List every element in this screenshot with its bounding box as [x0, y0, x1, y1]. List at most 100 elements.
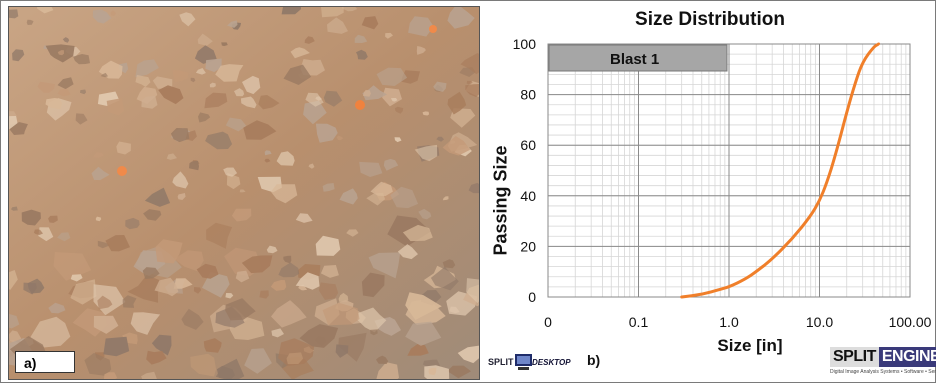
- y-tick-label: 100: [513, 36, 537, 52]
- logo-left-text-b: DESKTOP: [532, 358, 571, 367]
- rock-fragment: [244, 348, 272, 374]
- rock-fragment: [48, 215, 58, 223]
- monitor-icon: [515, 354, 532, 370]
- y-tick-label: 60: [520, 137, 536, 153]
- rock-fragment: [361, 16, 379, 30]
- rock-fragment: [206, 222, 233, 249]
- rock-muckpile-image: [9, 7, 479, 379]
- rock-fragment: [418, 208, 432, 220]
- rock-fragment: [408, 16, 434, 37]
- rock-fragment: [203, 338, 222, 353]
- rock-fragment: [173, 278, 193, 289]
- rock-fragment: [368, 252, 401, 279]
- rock-fragment: [394, 106, 404, 114]
- rock-fragment: [204, 92, 228, 109]
- rock-fragment: [97, 240, 111, 249]
- logo-right-text-a: SPLIT: [830, 347, 879, 367]
- rock-fragment: [322, 183, 335, 192]
- rock-fragment: [135, 74, 151, 87]
- legend-label: Blast 1: [610, 51, 659, 68]
- rock-fragment: [264, 150, 272, 156]
- rock-fragment: [339, 188, 358, 205]
- rock-fragment: [231, 208, 252, 222]
- legend-bar: [548, 44, 728, 72]
- logo-left-text-a: SPLIT: [488, 357, 514, 367]
- rock-fragment: [430, 266, 459, 291]
- rock-fragment: [362, 90, 371, 97]
- rock-fragment: [449, 306, 460, 314]
- rock-fragment: [197, 33, 213, 46]
- rock-fragment: [376, 362, 399, 379]
- rock-fragment: [278, 262, 300, 278]
- rock-fragment: [276, 151, 295, 166]
- rock-fragment: [442, 259, 456, 269]
- rock-fragment: [11, 206, 18, 211]
- split-desktop-logo: SPLIT DESKTOP: [488, 350, 573, 376]
- rock-fragment: [338, 292, 349, 302]
- rock-fragment: [370, 181, 393, 196]
- rock-fragment: [270, 280, 287, 291]
- rock-fragment: [299, 324, 339, 348]
- rock-fragment: [240, 96, 257, 109]
- x-axis-label: Size [in]: [717, 336, 783, 355]
- rock-fragment: [37, 7, 54, 14]
- rock-fragment: [154, 277, 179, 297]
- rock-fragment: [70, 279, 97, 305]
- rock-fragment: [141, 371, 157, 379]
- rock-fragment: [73, 54, 90, 65]
- rock-fragment: [57, 232, 71, 242]
- rock-fragment: [304, 36, 315, 44]
- rock-fragment: [442, 136, 471, 156]
- rock-fragment: [357, 307, 387, 333]
- rock-fragment: [436, 136, 444, 142]
- rock-fragment: [118, 62, 129, 74]
- rock-fragment: [106, 98, 125, 116]
- rock-fragment: [205, 58, 222, 72]
- rock-fragment: [136, 86, 158, 104]
- rock-fragment: [158, 85, 184, 105]
- rock-fragment: [103, 336, 130, 357]
- rock-fragment: [9, 330, 22, 343]
- split-engineering-logo: SPLIT ENGINEERING Digital Image Analysis…: [830, 347, 936, 379]
- rock-fragment: [177, 193, 186, 200]
- rock-fragment: [346, 229, 359, 237]
- rock-fragment: [172, 70, 189, 83]
- rock-fragment: [308, 163, 315, 169]
- rock-fragment: [239, 189, 246, 193]
- rock-fragment: [135, 59, 159, 78]
- rock-fragment: [95, 216, 102, 222]
- rock-fragment: [62, 37, 70, 43]
- rock-fragment: [322, 302, 360, 326]
- rock-fragment: [9, 313, 20, 329]
- rock-fragment: [315, 235, 341, 256]
- rock-fragment: [151, 334, 172, 356]
- rock-fragment: [242, 75, 261, 95]
- rock-fragment: [390, 98, 398, 102]
- rock-fragment: [271, 328, 284, 338]
- rock-fragment: [57, 88, 71, 97]
- rock-fragment: [376, 67, 408, 86]
- rock-fragment: [225, 293, 234, 299]
- rock-fragment: [321, 7, 344, 18]
- rock-fragment: [225, 298, 256, 321]
- rock-fragment: [376, 355, 389, 364]
- x-tick-label: 100.00: [889, 314, 932, 330]
- rock-fragment: [144, 187, 171, 207]
- rock-fragment: [390, 186, 419, 209]
- rock-fragment: [416, 46, 426, 55]
- rock-fragment: [209, 82, 216, 88]
- rock-fragment: [190, 77, 196, 83]
- rock-fragment: [258, 95, 280, 110]
- size-distribution-chart: 0 20 40 60 80 100 0 0.1 1.0 10.0 100.00 Blast 1: [513, 36, 932, 330]
- rock-fragment: [172, 171, 189, 189]
- x-tick-label: 0.1: [629, 314, 649, 330]
- rock-fragment: [38, 227, 54, 242]
- rock-fragment: [9, 9, 19, 19]
- rock-fragment: [466, 278, 479, 304]
- rock-fragment: [341, 7, 358, 12]
- y-tick-label: 0: [528, 289, 536, 305]
- rock-fragment: [142, 267, 160, 279]
- rock-fragment: [315, 123, 338, 143]
- rock-fragment: [422, 111, 430, 116]
- logo-right-text-b: ENGINEERING: [878, 347, 936, 367]
